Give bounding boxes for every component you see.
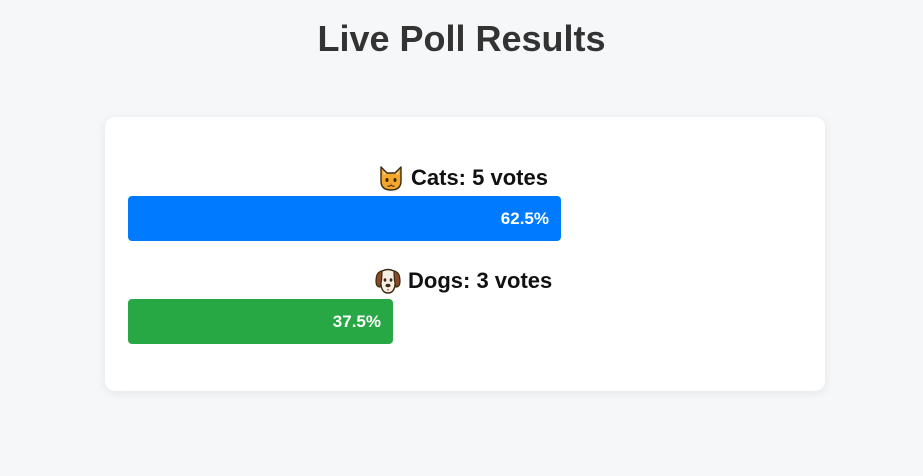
poll-option-label: Dogs: 3 votes (374, 266, 552, 296)
dog-face-icon (374, 267, 402, 295)
poll-option-text: Cats: 5 votes (411, 165, 548, 190)
poll-option-label: Cats: 5 votes (377, 163, 548, 193)
poll-option-text: Dogs: 3 votes (408, 268, 553, 293)
poll-results-card: Cats: 5 votes 62.5% Dogs: 3 votes 37 (105, 117, 825, 391)
poll-bar: 37.5% (128, 299, 393, 344)
poll-percent-label: 62.5% (500, 208, 549, 228)
poll-bar: 62.5% (128, 196, 561, 241)
poll-percent-label: 37.5% (332, 311, 381, 331)
page-title: Live Poll Results (317, 18, 606, 59)
cat-face-icon (377, 164, 405, 192)
